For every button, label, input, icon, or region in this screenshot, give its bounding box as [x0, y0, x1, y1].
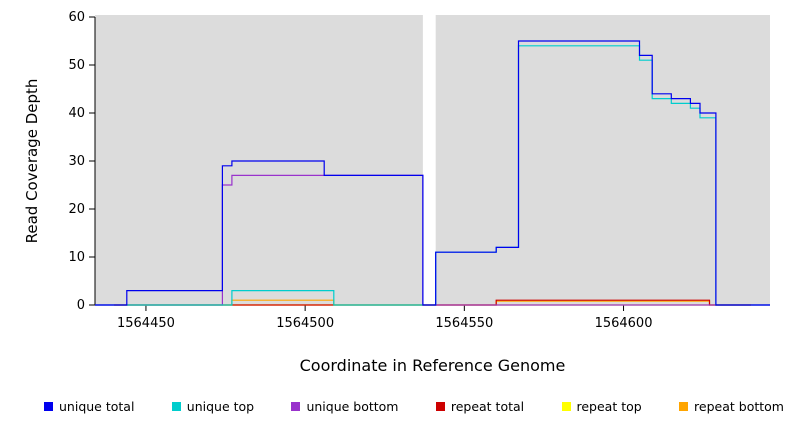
- series-line-unique-total: [95, 40, 770, 306]
- legend: unique total unique top unique bottom repea…: [44, 399, 784, 414]
- legend-label: unique total: [59, 399, 135, 414]
- legend-item-repeat-total: repeat total: [435, 399, 525, 414]
- legend-item-unique-total: unique total: [44, 399, 134, 414]
- x-tick-label: 1564500: [276, 316, 334, 331]
- y-tick-label: 50: [68, 58, 85, 73]
- legend-swatch-icon: [291, 402, 301, 411]
- legend-item-unique-bottom: unique bottom: [291, 399, 399, 414]
- legend-label: repeat bottom: [694, 399, 784, 414]
- x-tick-label: 1564600: [595, 316, 653, 331]
- legend-label: repeat total: [450, 399, 525, 414]
- y-tick-label: 30: [68, 154, 85, 169]
- y-axis-title: Read Coverage Depth: [23, 78, 41, 244]
- legend-swatch-icon: [44, 402, 53, 411]
- y-tick-label: 60: [68, 10, 85, 25]
- legend-swatch-icon: [435, 402, 445, 411]
- legend-item-repeat-top: repeat top: [561, 399, 642, 414]
- y-tick-label: 20: [68, 202, 85, 217]
- legend-label: repeat top: [576, 399, 642, 414]
- legend-swatch-icon: [171, 402, 181, 411]
- x-tick-label: 1564450: [117, 316, 175, 331]
- plot-panel-right: [435, 15, 770, 305]
- legend-item-unique-top: unique top: [171, 399, 255, 414]
- legend-item-repeat-bottom: repeat bottom: [679, 399, 784, 414]
- x-tick-label: 1564550: [435, 316, 493, 331]
- legend-swatch-icon: [561, 402, 571, 411]
- y-tick-label: 40: [68, 106, 85, 121]
- legend-label: unique top: [186, 399, 255, 414]
- y-tick-label: 0: [77, 298, 85, 313]
- legend-label: unique bottom: [306, 399, 399, 414]
- y-tick-label: 10: [68, 250, 85, 265]
- legend-swatch-icon: [679, 402, 689, 411]
- plot-panel-left: [95, 15, 423, 305]
- x-axis-title: Coordinate in Reference Genome: [299, 356, 566, 375]
